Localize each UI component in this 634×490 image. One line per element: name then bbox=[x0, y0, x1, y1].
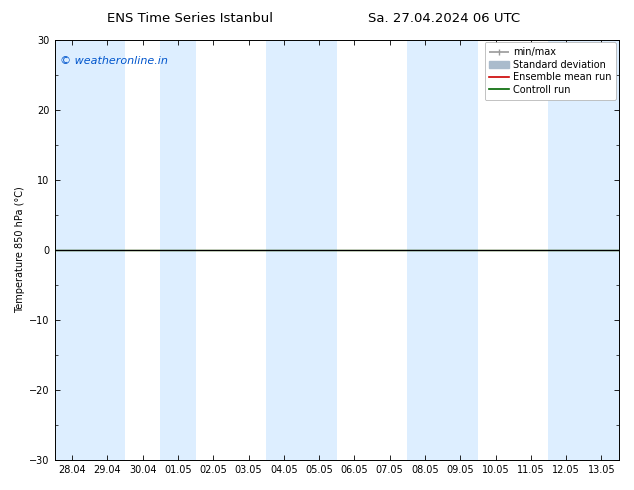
Bar bbox=[407, 40, 443, 460]
Bar bbox=[584, 40, 619, 460]
Bar bbox=[160, 40, 196, 460]
Text: Sa. 27.04.2024 06 UTC: Sa. 27.04.2024 06 UTC bbox=[368, 12, 520, 25]
Bar bbox=[266, 40, 302, 460]
Bar bbox=[302, 40, 337, 460]
Text: ENS Time Series Istanbul: ENS Time Series Istanbul bbox=[107, 12, 273, 25]
Bar bbox=[443, 40, 478, 460]
Legend: min/max, Standard deviation, Ensemble mean run, Controll run: min/max, Standard deviation, Ensemble me… bbox=[484, 43, 616, 99]
Text: © weatheronline.in: © weatheronline.in bbox=[60, 56, 168, 67]
Y-axis label: Temperature 850 hPa (°C): Temperature 850 hPa (°C) bbox=[15, 187, 25, 313]
Bar bbox=[55, 40, 90, 460]
Bar bbox=[90, 40, 125, 460]
Bar bbox=[548, 40, 584, 460]
